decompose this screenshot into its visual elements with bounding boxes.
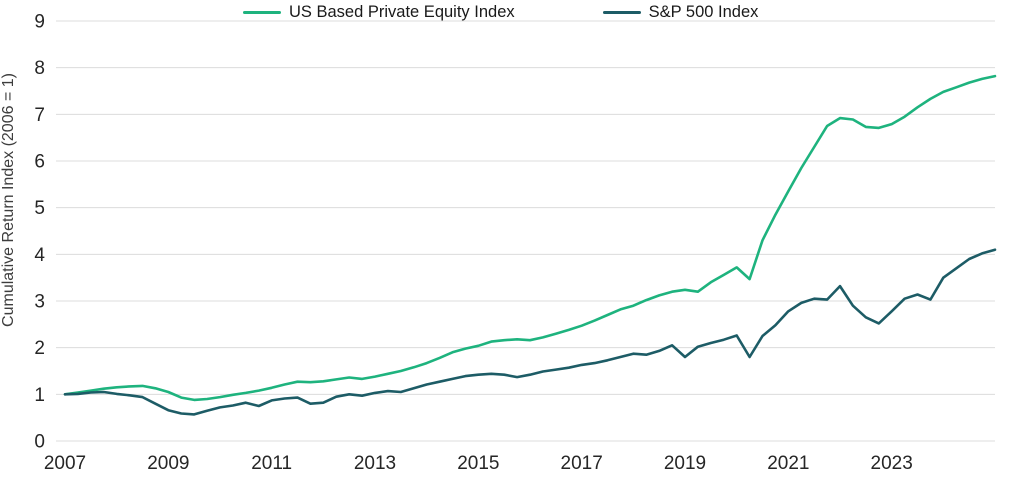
x-tick-label-2007: 2007 (44, 453, 86, 474)
y-tick-label-7: 7 (34, 105, 45, 126)
y-tick-label-0: 0 (34, 432, 45, 453)
y-tick-label-5: 5 (34, 198, 45, 219)
y-tick-label-1: 1 (34, 385, 45, 406)
y-tick-label-2: 2 (34, 338, 45, 359)
x-tick-label-2009: 2009 (147, 453, 189, 474)
y-tick-label-6: 6 (34, 152, 45, 173)
legend-label-private-equity: US Based Private Equity Index (289, 3, 515, 21)
sp500-line (63, 248, 997, 416)
private-equity-line-swatch (243, 11, 281, 14)
y-tick-label-3: 3 (34, 292, 45, 313)
y-tick-label-4: 4 (34, 245, 45, 266)
x-tick-label-2013: 2013 (354, 453, 396, 474)
legend-item-private-equity: US Based Private Equity Index (243, 3, 515, 22)
x-tick-label-2017: 2017 (561, 453, 603, 474)
legend-item-sp500: S&P 500 Index (602, 3, 759, 22)
y-axis-title: Cumulative Return Index (2006 = 1) (0, 73, 17, 327)
legend-label-sp500: S&P 500 Index (648, 3, 759, 21)
y-tick-label-9: 9 (34, 12, 45, 33)
sp500-line-swatch (602, 11, 641, 14)
x-tick-label-2015: 2015 (457, 453, 499, 474)
private-equity-line (63, 74, 997, 402)
grid-layer (56, 20, 995, 442)
axis-tick-labels: 0 1 2 3 4 5 6 7 8 9 2007 2009 2011 2013 2015 2017 2019 20… (34, 12, 912, 475)
legend: US Based Private Equity Index S&P 500 In… (243, 3, 758, 22)
x-tick-label-2011: 2011 (251, 453, 292, 474)
x-tick-label-2019: 2019 (664, 453, 706, 474)
series-lines (63, 74, 997, 416)
x-tick-label-2023: 2023 (871, 453, 913, 474)
y-tick-label-8: 8 (34, 58, 45, 79)
x-tick-label-2021: 2021 (767, 453, 809, 474)
